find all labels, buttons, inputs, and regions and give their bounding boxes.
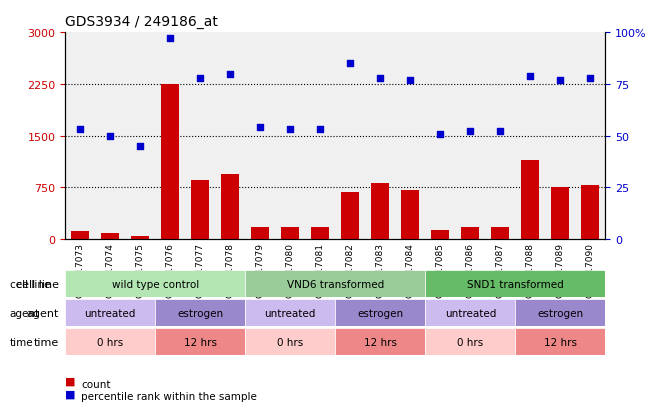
Text: SND1 transformed: SND1 transformed [467,279,564,289]
Text: untreated: untreated [264,308,316,318]
Text: 12 hrs: 12 hrs [544,337,577,347]
Bar [371,184,389,240]
Bar [251,227,270,240]
Text: agent: agent [26,308,59,318]
Bar [581,186,600,240]
Point [105,133,115,140]
Text: 12 hrs: 12 hrs [184,337,217,347]
Bar [341,192,359,240]
Text: 0 hrs: 0 hrs [97,337,123,347]
Point [255,125,266,131]
Bar [161,85,179,240]
Point [75,127,85,133]
FancyBboxPatch shape [425,328,516,355]
Point [495,129,506,135]
Bar [101,233,119,240]
Text: ■: ■ [65,389,76,399]
Bar [221,174,239,240]
Bar [521,160,540,240]
Text: 12 hrs: 12 hrs [364,337,397,347]
Bar [311,228,329,240]
FancyBboxPatch shape [245,271,425,297]
Text: estrogen: estrogen [177,308,223,318]
FancyBboxPatch shape [425,299,516,326]
FancyBboxPatch shape [335,328,425,355]
Text: ■: ■ [65,376,76,386]
Point [315,127,326,133]
Text: GDS3934 / 249186_at: GDS3934 / 249186_at [65,15,218,29]
Point [465,129,475,135]
Bar [492,228,509,240]
FancyBboxPatch shape [245,328,335,355]
Point [195,75,205,82]
Text: VND6 transformed: VND6 transformed [286,279,384,289]
FancyBboxPatch shape [425,271,605,297]
Bar [401,191,419,240]
Point [345,61,355,67]
Bar [432,230,449,240]
Point [375,75,385,82]
Point [555,77,566,84]
Text: agent: agent [10,308,40,318]
Bar [281,228,299,240]
Point [525,73,536,80]
FancyBboxPatch shape [516,328,605,355]
FancyBboxPatch shape [65,299,155,326]
Point [435,131,445,138]
Text: 0 hrs: 0 hrs [457,337,484,347]
Text: time: time [33,337,59,347]
FancyBboxPatch shape [245,299,335,326]
FancyBboxPatch shape [155,328,245,355]
Bar [71,231,89,240]
Text: wild type control: wild type control [111,279,199,289]
Bar [131,236,149,240]
Bar [191,181,209,240]
Point [285,127,296,133]
Point [165,36,175,43]
Text: percentile rank within the sample: percentile rank within the sample [81,392,257,401]
Text: time: time [10,337,33,347]
Bar [551,188,570,240]
FancyBboxPatch shape [65,328,155,355]
Text: cell line: cell line [16,279,59,289]
Point [135,143,145,150]
Point [225,71,236,78]
FancyBboxPatch shape [155,299,245,326]
Text: 0 hrs: 0 hrs [277,337,303,347]
Text: count: count [81,379,111,389]
Point [585,75,596,82]
FancyBboxPatch shape [335,299,425,326]
FancyBboxPatch shape [65,271,245,297]
Bar [462,228,479,240]
Text: untreated: untreated [85,308,136,318]
Text: untreated: untreated [445,308,496,318]
FancyBboxPatch shape [516,299,605,326]
Text: estrogen: estrogen [357,308,404,318]
Text: cell line: cell line [10,279,50,289]
Point [405,77,415,84]
Text: estrogen: estrogen [537,308,583,318]
